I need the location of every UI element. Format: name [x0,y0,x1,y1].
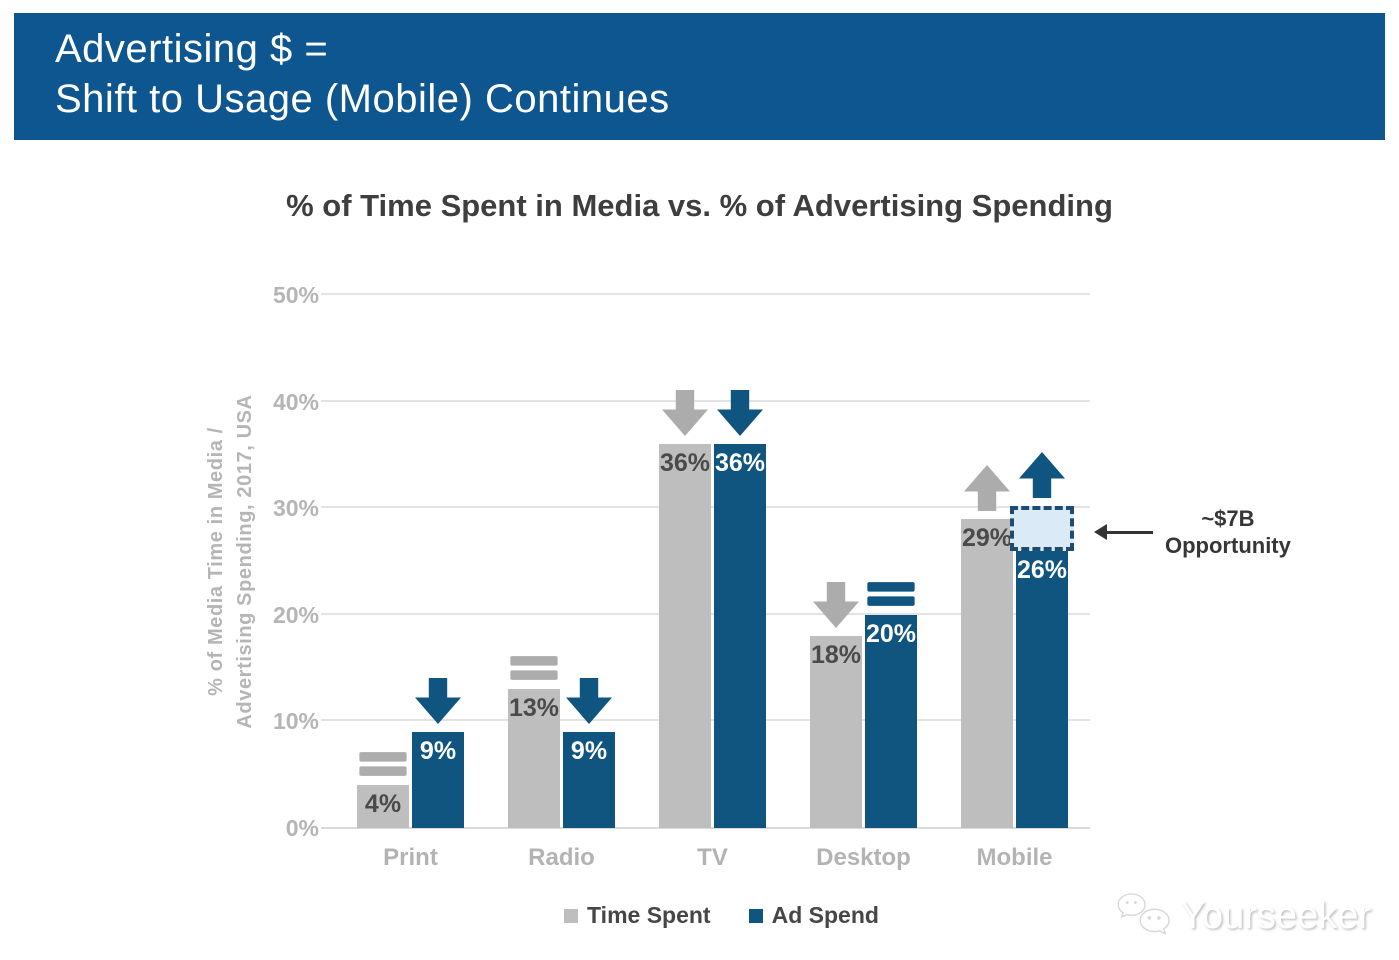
bar-tv-ad-spend: 36% [714,444,766,828]
y-tick-30: 30% [272,495,319,522]
arrow-down-icon [660,390,710,437]
bar-value-label: 36% [714,449,766,478]
bar-cell-radio-ad-spend: 9% [563,678,615,828]
arrow-down-icon [413,678,463,725]
annotation-text: ~$7B Opportunity [1165,505,1291,559]
title-banner: Advertising $ = Shift to Usage (Mobile) … [14,13,1385,140]
legend-item-time-spent: Time Spent [564,902,711,929]
bar-cell-mobile-time-spent: 29% [961,464,1013,828]
bar-group-tv: 36% 36% TV [659,390,766,871]
bar-radio-ad-spend: 9% [563,732,615,828]
bar-value-label: 18% [810,641,862,670]
watermark-text: Yourseeker [1180,894,1371,937]
y-axis-title-line-1: % of Media Time in Media / [205,427,227,696]
bar-cell-radio-time-spent: 13% [508,655,560,828]
banner-line-1: Advertising $ = [55,27,329,71]
bar-mobile-time-spent: 29% [961,518,1013,828]
bar-value-label: 29% [961,523,1013,552]
bar-desktop-ad-spend: 20% [865,614,917,828]
bar-mobile-ad-spend: 26% [1010,505,1074,828]
bar-value-label: 9% [570,737,608,766]
bar-print-time-spent: 4% [357,785,409,828]
y-axis-title: % of Media Time in Media / Advertising S… [202,295,264,828]
gridline-40 [321,399,1090,402]
bar-value-label: 13% [508,694,560,723]
bar-value-label: 26% [1016,555,1068,584]
bar-cell-print-time-spent: 4% [357,751,409,828]
bar-desktop-time-spent: 18% [810,636,862,828]
gridline-50 [321,293,1090,295]
annotation-line-2: Opportunity [1165,533,1291,559]
chart-legend: Time Spent Ad Spend [22,902,1399,929]
banner-line-2: Shift to Usage (Mobile) Continues [55,77,670,121]
opportunity-gap-box [1010,505,1074,551]
y-tick-40: 40% [272,388,319,415]
equals-icon [867,581,915,607]
bar-cell-tv-time-spent: 36% [659,390,711,828]
bar-print-ad-spend: 9% [412,732,464,828]
category-label-mobile: Mobile [976,844,1053,871]
watermark: Yourseeker [1116,892,1371,940]
y-tick-50: 50% [272,282,319,308]
bar-value-label: 20% [865,619,917,648]
bar-cell-print-ad-spend: 9% [412,678,464,828]
legend-swatch-time-spent [564,908,579,923]
bar-cell-mobile-ad-spend: 26% [1010,451,1074,828]
bar-cell-desktop-time-spent: 18% [810,582,862,828]
arrow-up-icon [962,464,1012,511]
y-tick-0: 0% [285,815,319,841]
bar-value-label: 4% [364,790,402,819]
category-label-print: Print [383,844,438,871]
opportunity-annotation: ~$7B Opportunity [1094,505,1291,559]
legend-label-ad-spend: Ad Spend [771,902,879,928]
legend-item-ad-spend: Ad Spend [748,902,879,929]
y-tick-10: 10% [272,708,319,735]
arrow-down-icon [811,582,861,629]
chart-title: % of Time Spent in Media vs. % of Advert… [286,188,1113,223]
arrow-down-icon [715,390,765,437]
bar-group-desktop: 18% 20% Desktop [810,581,917,871]
equals-icon [359,751,407,777]
bar-cell-tv-ad-spend: 36% [714,390,766,828]
bar-value-label: 9% [419,737,457,766]
legend-label-time-spent: Time Spent [587,902,711,928]
bar-group-print: 4% 9% Print [357,678,464,871]
chat-bubbles-logo-icon [1116,892,1174,940]
y-tick-20: 20% [272,601,319,628]
category-label-desktop: Desktop [816,844,911,871]
arrow-up-icon [1017,451,1067,498]
category-label-radio: Radio [528,844,595,871]
legend-swatch-ad-spend [748,908,763,923]
bar-radio-time-spent: 13% [508,689,560,828]
y-axis-title-line-2: Advertising Spending, 2017, USA [234,394,256,729]
plot-area: 0% 10% 20% 30% 40% 50% 4% 9% Print 13% 9% Radio 36% 3… [273,282,1291,871]
category-label-tv: TV [697,844,728,871]
bar-groups: 4% 9% Print 13% 9% Radio 36% 36% TV 18% 20% Desktop… [335,295,1090,871]
bar-group-mobile: 29% 26% Mobile [961,451,1074,871]
bar-group-radio: 13% 9% Radio [508,655,615,871]
annotation-arrow-icon [1094,523,1153,540]
bar-value-label: 36% [659,449,711,478]
bar-cell-desktop-ad-spend: 20% [865,581,917,828]
bar-tv-time-spent: 36% [659,444,711,828]
annotation-line-1: ~$7B [1201,506,1255,532]
x-axis-baseline [321,827,1090,829]
arrow-down-icon [564,678,614,725]
equals-icon [510,655,558,681]
